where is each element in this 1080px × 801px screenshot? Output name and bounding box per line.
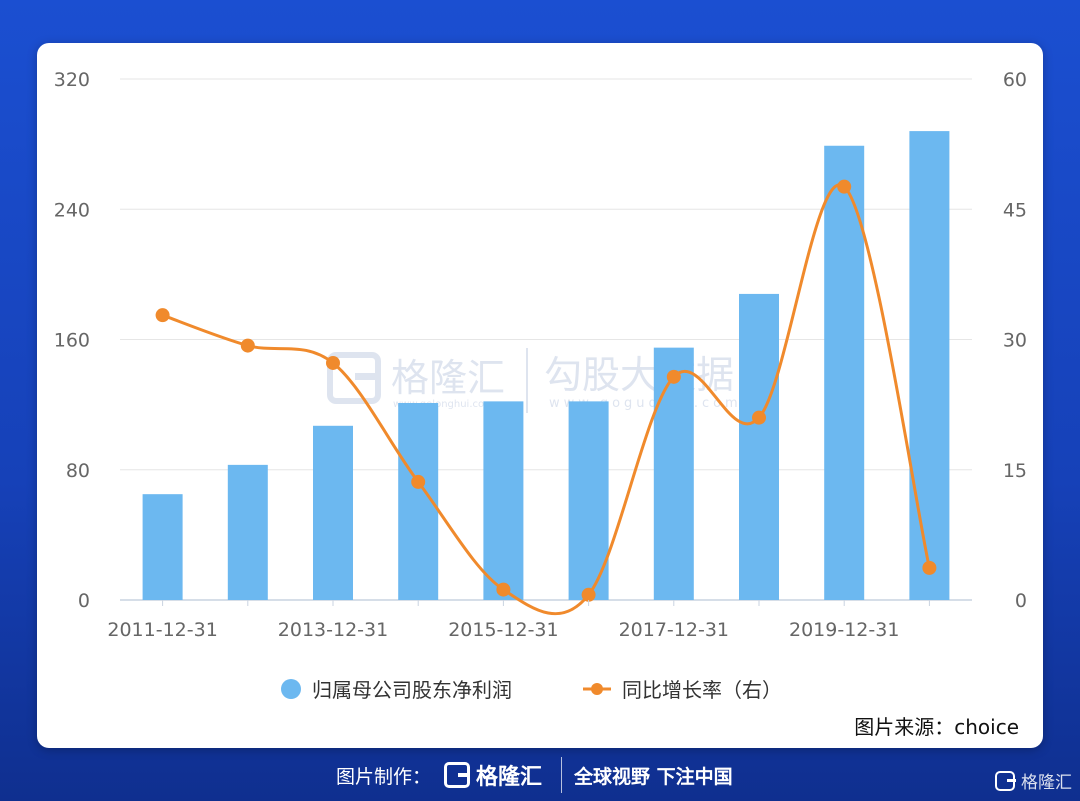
x-tick-label: 2011-12-31 <box>107 619 217 641</box>
footer-logo: 格隆汇 <box>444 758 542 792</box>
footer-logo-text: 格隆汇 <box>476 765 543 790</box>
axis-labels: 0 80 160 240 320 0 15 30 45 60 2011-12-31 2013-12-3… <box>54 69 1027 641</box>
y-left-tick-label: 80 <box>66 460 90 482</box>
y-left-tick-label: 160 <box>54 330 90 352</box>
footer-divider <box>561 757 562 793</box>
bar-series <box>142 131 950 601</box>
bar-2020-12-31 <box>909 131 950 600</box>
watermark-logo-icon <box>327 352 381 404</box>
y-right-tick-label: 0 <box>1015 590 1027 612</box>
legend-label-bar: 归属母公司股东净利润 <box>312 678 512 702</box>
growth-point-2017-12-31 <box>666 369 681 384</box>
growth-point-2012-12-31 <box>240 338 255 353</box>
bar-2011-12-31 <box>142 494 183 600</box>
x-tick-label: 2015-12-31 <box>448 619 558 641</box>
y-right-tick-label: 60 <box>1003 69 1027 91</box>
y-right-tick-label: 15 <box>1003 460 1027 482</box>
growth-point-2020-12-31 <box>922 560 937 575</box>
x-tick-label: 2019-12-31 <box>789 619 899 641</box>
y-right-tick-label: 30 <box>1003 330 1027 352</box>
corner-logo: 格隆汇 <box>995 768 1072 793</box>
corner-logo-text: 格隆汇 <box>1021 773 1072 793</box>
footer-credit: 图片制作： <box>336 766 432 788</box>
legend: 归属母公司股东净利润 同比增长率（右） <box>281 678 782 702</box>
bar-2018-12-31 <box>739 293 779 600</box>
y-right-tick-label: 45 <box>1003 199 1027 221</box>
legend-marker-bar <box>281 679 301 699</box>
legend-marker-line-dot <box>591 683 603 695</box>
line-series <box>155 179 937 616</box>
growth-point-2014-12-31 <box>411 474 426 489</box>
growth-point-2015-12-31 <box>496 582 511 597</box>
footer: 图片制作： 格隆汇 全球视野 下注中国 格隆汇 <box>0 752 1080 801</box>
gelonghui-logo-icon <box>444 762 470 788</box>
watermark-logo-bar <box>355 373 381 380</box>
x-tick-label: 2013-12-31 <box>278 619 388 641</box>
chart-svg: 格隆汇 www.gelonghui.com 勾股大数据 www.gogudata… <box>54 69 1027 702</box>
bar-2012-12-31 <box>227 464 268 600</box>
bar-2013-12-31 <box>313 425 353 600</box>
growth-line <box>162 183 931 616</box>
watermark-brand2: 勾股大数据 <box>544 353 734 397</box>
growth-point-2016-12-31 <box>581 587 596 602</box>
bar-2015-12-31 <box>483 401 524 600</box>
watermark-brand1-url: www.gelonghui.com <box>393 399 494 410</box>
y-left-tick-label: 240 <box>54 199 90 221</box>
growth-point-2018-12-31 <box>752 410 766 425</box>
y-left-tick-label: 0 <box>78 590 90 612</box>
x-tick-label: 2017-12-31 <box>619 619 729 641</box>
footer-slogan: 全球视野 下注中国 <box>574 766 733 788</box>
bar-2019-12-31 <box>824 145 865 601</box>
bar-2017-12-31 <box>653 347 694 600</box>
watermark-brand1: 格隆汇 <box>391 356 505 400</box>
chart-card: 格隆汇 www.gelonghui.com 勾股大数据 www.gogudata… <box>37 43 1043 748</box>
growth-point-2011-12-31 <box>155 308 170 323</box>
growth-point-2013-12-31 <box>326 355 340 370</box>
corner-logo-icon <box>995 770 1016 791</box>
watermark: 格隆汇 www.gelonghui.com 勾股大数据 www.gogudata… <box>327 348 738 413</box>
growth-point-2019-12-31 <box>837 179 852 194</box>
legend-label-line: 同比增长率（右） <box>622 678 782 702</box>
y-left-tick-label: 320 <box>54 69 90 91</box>
source-label: 图片来源：choice <box>854 715 1019 739</box>
